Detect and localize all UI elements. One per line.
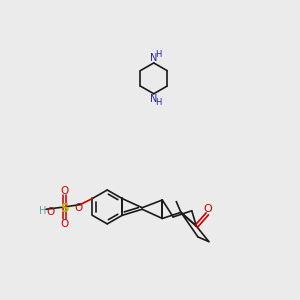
Text: O: O [74, 203, 83, 214]
Text: N: N [150, 94, 158, 104]
Text: H: H [155, 50, 162, 59]
Text: H: H [39, 206, 46, 216]
Text: H: H [155, 98, 162, 107]
Text: N: N [150, 52, 158, 63]
Text: O: O [46, 207, 55, 217]
Text: O: O [61, 186, 69, 196]
Text: S: S [60, 202, 69, 215]
Text: O: O [61, 219, 69, 229]
Text: O: O [204, 204, 212, 214]
